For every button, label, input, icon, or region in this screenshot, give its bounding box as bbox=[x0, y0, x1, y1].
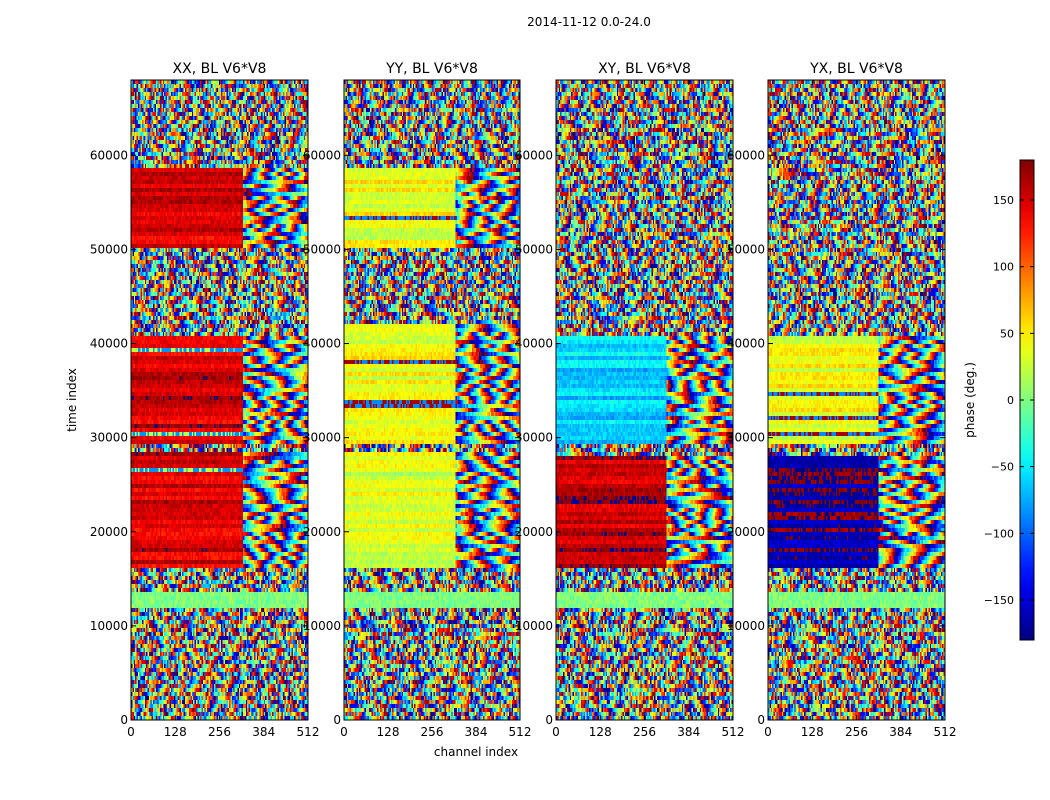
panel-4: YX, BL V6*V8 0 128 256 384 512 0 10000 20000 3000… bbox=[727, 61, 957, 739]
y-tick-label: 10000 bbox=[515, 619, 553, 633]
panel-2: YY, BL V6*V8 0 128 256 384 512 0 10000 20000 3000… bbox=[303, 61, 532, 739]
y-tick-label: 0 bbox=[120, 713, 128, 727]
y-tick-label: 50000 bbox=[90, 242, 128, 256]
colorbar-tick-label: 100 bbox=[993, 261, 1014, 274]
x-tick-label: 0 bbox=[552, 725, 560, 739]
x-tick-label: 0 bbox=[764, 725, 772, 739]
y-tick-label: 50000 bbox=[727, 242, 765, 256]
y-tick-label: 0 bbox=[545, 713, 553, 727]
x-tick-label: 512 bbox=[297, 725, 320, 739]
heatmap-image-2 bbox=[344, 80, 520, 720]
x-tick-label: 384 bbox=[677, 725, 700, 739]
y-tick-label: 20000 bbox=[727, 525, 765, 539]
x-tick-label: 256 bbox=[633, 725, 656, 739]
y-tick-label: 60000 bbox=[515, 148, 553, 162]
x-tick-label: 128 bbox=[164, 725, 187, 739]
x-tick-label: 256 bbox=[208, 725, 231, 739]
y-tick-label: 30000 bbox=[303, 431, 341, 445]
colorbar-tick-label: 50 bbox=[1000, 327, 1014, 340]
colorbar-bar bbox=[1020, 160, 1034, 640]
y-tick-label: 50000 bbox=[515, 242, 553, 256]
colorbar-label: phase (deg.) bbox=[963, 362, 977, 438]
y-tick-label: 30000 bbox=[515, 431, 553, 445]
x-tick-label: 384 bbox=[252, 725, 275, 739]
x-tick-label: 512 bbox=[934, 725, 957, 739]
x-tick-label: 384 bbox=[889, 725, 912, 739]
panels-group: XX, BL V6*V8 0 128 256 384 512 0 10000 20000 3000… bbox=[90, 61, 957, 739]
y-tick-label: 50000 bbox=[303, 242, 341, 256]
y-tick-label: 30000 bbox=[90, 431, 128, 445]
colorbar-tick-label: 150 bbox=[993, 194, 1014, 207]
heatmap-image-4 bbox=[768, 80, 945, 720]
x-tick-label: 0 bbox=[127, 725, 135, 739]
x-tick-label: 384 bbox=[465, 725, 488, 739]
colorbar-tick-label: 0 bbox=[1007, 394, 1014, 407]
heatmap-image-1 bbox=[131, 80, 308, 720]
colorbar: −150 −100 −50 0 50 100 150 bbox=[984, 159, 1035, 641]
x-tick-label: 512 bbox=[509, 725, 532, 739]
x-tick-label: 128 bbox=[589, 725, 612, 739]
y-tick-label: 60000 bbox=[303, 148, 341, 162]
y-tick-label: 20000 bbox=[90, 525, 128, 539]
y-tick-label: 40000 bbox=[727, 337, 765, 351]
y-tick-label: 60000 bbox=[727, 148, 765, 162]
x-tick-label: 256 bbox=[845, 725, 868, 739]
y-tick-label: 40000 bbox=[303, 337, 341, 351]
figure-suptitle: 2014-11-12 0.0-24.0 bbox=[527, 15, 651, 29]
panel-title-3: XY, BL V6*V8 bbox=[598, 61, 691, 77]
colorbar-tick-label: −150 bbox=[984, 594, 1014, 607]
y-tick-label: 40000 bbox=[90, 337, 128, 351]
y-tick-label: 10000 bbox=[303, 619, 341, 633]
y-tick-label: 20000 bbox=[515, 525, 553, 539]
x-tick-label: 128 bbox=[801, 725, 824, 739]
x-tick-label: 256 bbox=[421, 725, 444, 739]
heatmap-image-3 bbox=[556, 80, 733, 720]
x-tick-label: 0 bbox=[340, 725, 348, 739]
y-tick-label: 10000 bbox=[90, 619, 128, 633]
y-tick-label: 0 bbox=[757, 713, 765, 727]
x-axis-label: channel index bbox=[434, 745, 518, 759]
y-tick-label: 0 bbox=[333, 713, 341, 727]
panel-3: XY, BL V6*V8 0 128 256 384 512 0 10000 20000 3000… bbox=[515, 61, 745, 739]
x-tick-label: 512 bbox=[722, 725, 745, 739]
colorbar-tick-label: −50 bbox=[991, 461, 1014, 474]
y-tick-label: 20000 bbox=[303, 525, 341, 539]
y-tick-label: 30000 bbox=[727, 431, 765, 445]
y-axis-label: time index bbox=[65, 368, 79, 432]
y-tick-label: 40000 bbox=[515, 337, 553, 351]
panel-title-1: XX, BL V6*V8 bbox=[173, 61, 267, 77]
y-tick-label: 10000 bbox=[727, 619, 765, 633]
y-tick-label: 60000 bbox=[90, 148, 128, 162]
panel-1: XX, BL V6*V8 0 128 256 384 512 0 10000 20000 3000… bbox=[90, 61, 320, 739]
panel-title-4: YX, BL V6*V8 bbox=[809, 61, 903, 77]
x-tick-label: 128 bbox=[377, 725, 400, 739]
colorbar-tick-label: −100 bbox=[984, 527, 1014, 540]
panel-title-2: YY, BL V6*V8 bbox=[385, 61, 478, 77]
